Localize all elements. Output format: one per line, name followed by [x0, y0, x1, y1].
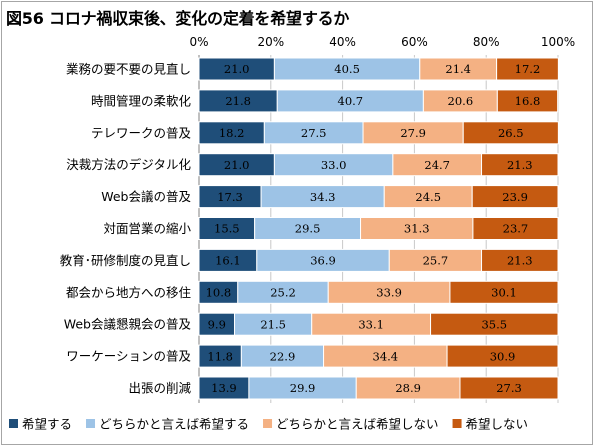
- data-label: 21.5: [260, 317, 286, 331]
- category-label: 教育･研修制度の見直し: [60, 253, 191, 268]
- bars: 21.0 40.5 21.4 17.2 21.8 40.7 20.6 16.8 18.2 27.5…: [198, 57, 559, 400]
- category-label: テレワークの普及: [91, 125, 192, 140]
- data-label: 27.5: [301, 126, 327, 140]
- data-label: 15.5: [214, 222, 240, 236]
- data-label: 24.5: [415, 190, 441, 204]
- bar-segment: [446, 344, 559, 368]
- data-label: 28.9: [395, 381, 421, 395]
- category-label: 時間管理の柔軟化: [91, 93, 192, 108]
- legend-entry: 希望する: [22, 417, 72, 432]
- data-label: 33.1: [358, 317, 384, 331]
- data-label: 21.8: [225, 94, 251, 108]
- category-label: Web会議の普及: [101, 189, 191, 204]
- x-tick-label: 80%: [473, 35, 500, 49]
- chart-title: 図56 コロナ禍収束後、変化の定着を希望するか: [6, 9, 350, 28]
- data-label: 34.3: [310, 190, 336, 204]
- data-label: 34.4: [373, 349, 399, 363]
- data-label: 9.9: [208, 317, 226, 331]
- data-label: 16.8: [515, 94, 541, 108]
- data-label: 23.9: [502, 190, 528, 204]
- x-axis-ticks: 0% 20% 40% 60% 80% 100%: [189, 35, 575, 49]
- data-label: 25.2: [270, 286, 296, 300]
- data-label: 23.7: [503, 222, 529, 236]
- data-label: 40.7: [338, 94, 364, 108]
- data-label: 18.2: [219, 126, 245, 140]
- bar-segment: [496, 89, 559, 113]
- category-label: 業務の要不要の見直し: [66, 62, 191, 77]
- bar-segment: [430, 312, 559, 336]
- bar-segment: [471, 185, 559, 209]
- bar-segment: [481, 248, 559, 272]
- x-tick-label: 60%: [401, 35, 428, 49]
- data-label: 17.2: [515, 62, 541, 76]
- data-label: 29.9: [290, 381, 316, 395]
- data-label: 26.5: [498, 126, 524, 140]
- category-label: 出張の削減: [128, 381, 191, 396]
- legend-swatch: [263, 419, 273, 428]
- data-label: 31.3: [404, 222, 430, 236]
- legend-entry: どちらかと言えば希望しない: [276, 417, 439, 432]
- x-tick-label: 100%: [541, 35, 575, 49]
- data-label: 21.3: [507, 158, 533, 172]
- data-label: 33.0: [321, 158, 347, 172]
- category-label: Web会議懇親会の普及: [64, 317, 192, 332]
- data-label: 30.9: [490, 349, 516, 363]
- x-tick-label: 0%: [189, 35, 208, 49]
- data-label: 40.5: [334, 62, 360, 76]
- legend-swatch: [452, 419, 462, 428]
- data-label: 25.7: [423, 254, 449, 268]
- x-tick-label: 20%: [257, 35, 284, 49]
- data-label: 29.5: [295, 222, 321, 236]
- data-label: 11.8: [207, 349, 233, 363]
- bar-segment: [449, 280, 559, 304]
- category-label: 決裁方法のデジタル化: [66, 157, 191, 172]
- bar-segment: [462, 121, 559, 145]
- data-label: 20.6: [448, 94, 474, 108]
- data-label: 22.9: [270, 349, 296, 363]
- data-label: 21.0: [224, 158, 250, 172]
- data-label: 10.8: [206, 286, 232, 300]
- data-label: 21.4: [445, 62, 471, 76]
- bar-segment: [472, 217, 559, 240]
- legend-entry: 希望しない: [466, 417, 529, 432]
- data-label: 13.9: [211, 381, 237, 395]
- data-label: 36.9: [310, 254, 336, 268]
- data-label: 21.0: [224, 62, 250, 76]
- data-label: 33.9: [376, 286, 402, 300]
- legend-swatch: [86, 419, 96, 428]
- data-label: 24.7: [424, 158, 450, 172]
- data-label: 27.3: [496, 381, 522, 395]
- data-label: 16.1: [215, 254, 241, 268]
- legend-swatch: [9, 419, 18, 428]
- data-label: 30.1: [491, 286, 517, 300]
- data-label: 35.5: [481, 317, 507, 331]
- category-label: 都会から地方への移住: [66, 285, 192, 300]
- bar-segment: [496, 57, 559, 81]
- x-tick-label: 40%: [329, 35, 356, 49]
- legend-entry: どちらかと言えば希望する: [99, 417, 249, 432]
- legend: 希望する どちらかと言えば希望する どちらかと言えば希望しない 希望しない: [9, 417, 528, 432]
- data-label: 17.3: [217, 190, 243, 204]
- bar-segment: [481, 153, 559, 177]
- bar-segment: [459, 376, 559, 400]
- data-label: 27.9: [400, 126, 426, 140]
- data-label: 21.3: [507, 254, 533, 268]
- category-label: 対面営業の縮小: [103, 221, 191, 236]
- category-label: ワーケーションの普及: [66, 349, 191, 364]
